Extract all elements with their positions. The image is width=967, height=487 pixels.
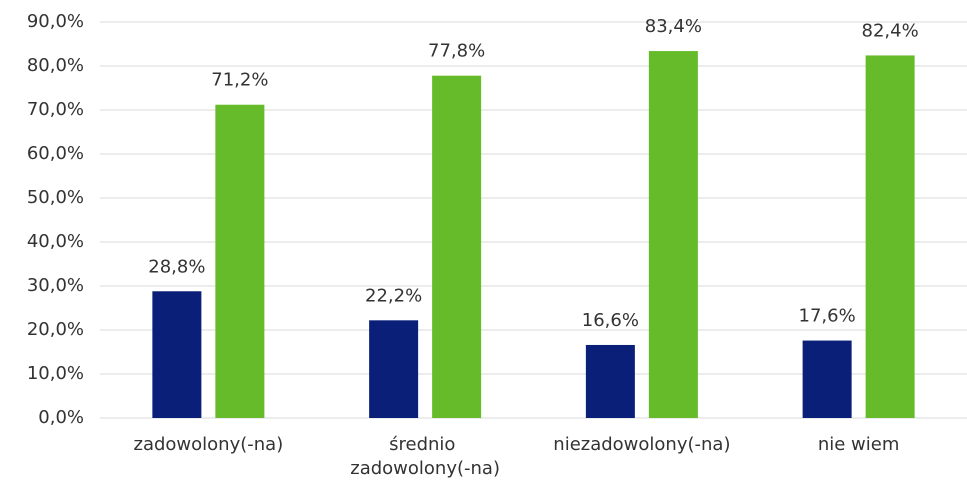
- y-tick-label: 70,0%: [27, 99, 84, 120]
- bar: [865, 55, 915, 418]
- value-label: 16,6%: [582, 310, 639, 331]
- y-tick-label: 50,0%: [27, 187, 84, 208]
- x-tick-label: niezadowolony(-na): [553, 434, 730, 455]
- y-tick-label: 10,0%: [27, 363, 84, 384]
- x-tick-label: średnio zadowolony(-na): [350, 434, 500, 479]
- y-tick-label: 0,0%: [38, 407, 84, 428]
- bar: [648, 51, 698, 418]
- value-label: 77,8%: [428, 41, 485, 62]
- bar: [802, 340, 852, 418]
- value-label: 83,4%: [645, 16, 702, 37]
- bar: [432, 75, 482, 419]
- bar: [215, 104, 265, 418]
- y-tick-label: 80,0%: [27, 55, 84, 76]
- x-tick-label: nie wiem: [818, 434, 900, 455]
- bar: [369, 320, 419, 418]
- value-label: 82,4%: [862, 20, 919, 41]
- value-label: 17,6%: [799, 306, 856, 327]
- y-tick-label: 30,0%: [27, 275, 84, 296]
- bar: [152, 291, 202, 418]
- value-label: 28,8%: [148, 256, 205, 277]
- y-tick-label: 20,0%: [27, 319, 84, 340]
- y-tick-label: 40,0%: [27, 231, 84, 252]
- x-tick-label: zadowolony(-na): [134, 434, 284, 455]
- y-tick-label: 90,0%: [27, 11, 84, 32]
- value-label: 22,2%: [365, 285, 422, 306]
- y-tick-label: 60,0%: [27, 143, 84, 164]
- value-label: 71,2%: [211, 70, 268, 91]
- bar: [585, 344, 635, 418]
